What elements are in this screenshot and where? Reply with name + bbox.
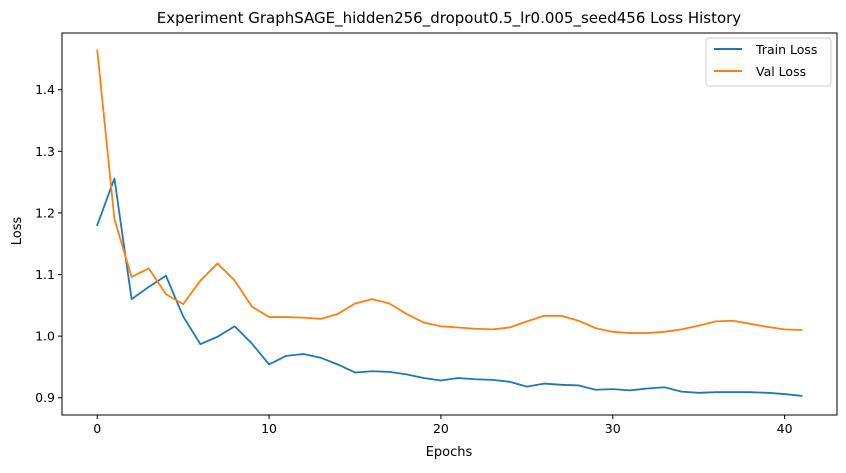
legend-label-val-loss: Val Loss: [756, 64, 806, 79]
y-tick-label: 1.0: [35, 329, 55, 344]
x-tick-label: 10: [261, 421, 277, 436]
y-axis-label: Loss: [10, 217, 25, 246]
lines-layer: [96, 49, 803, 397]
x-axis-label: Epochs: [426, 445, 473, 460]
y-tick-label: 1.2: [35, 205, 55, 220]
x-tick-label: 0: [93, 421, 101, 436]
legend: Train Loss Val Loss: [705, 37, 832, 87]
legend-label-train-loss: Train Loss: [755, 42, 817, 57]
x-tick-label: 20: [433, 421, 449, 436]
y-tick-label: 1.4: [35, 82, 55, 97]
plot-frame: [61, 32, 838, 416]
y-tick-label: 1.3: [35, 144, 55, 159]
series-line-val-loss: [96, 49, 803, 334]
x-tick-label: 30: [605, 421, 621, 436]
y-tick-label: 0.9: [35, 390, 55, 405]
series-line-train-loss: [96, 177, 803, 397]
y-tick-label: 1.1: [35, 267, 55, 282]
ticks-layer: 0 10 20 30 40 0.9 1.0 1.1 1.2 1.3 1.4: [35, 82, 792, 436]
chart-title: Experiment GraphSAGE_hidden256_dropout0.…: [157, 9, 742, 28]
x-tick-label: 40: [777, 421, 793, 436]
